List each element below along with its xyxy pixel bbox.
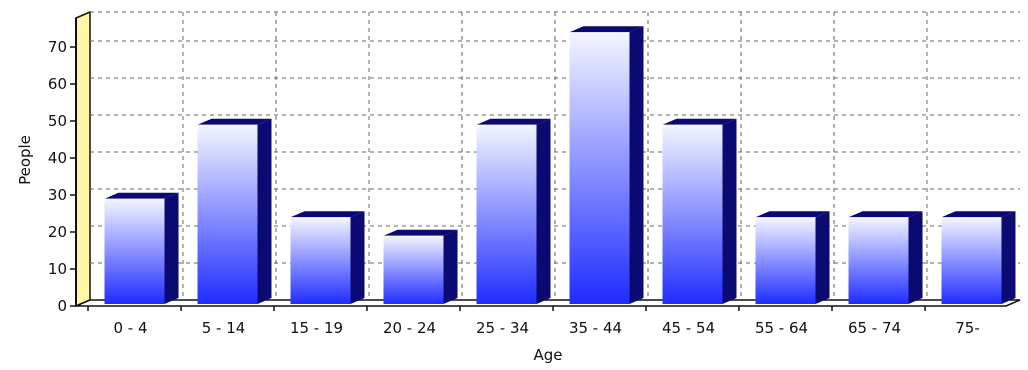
bar-front — [383, 235, 444, 304]
y-tick-label: 40 — [48, 149, 67, 167]
y-tick-label: 10 — [48, 260, 67, 278]
x-tick-label: 0 - 4 — [113, 319, 147, 337]
bar-front — [104, 198, 165, 304]
x-axis-title: Age — [533, 346, 562, 364]
bar-0-4 — [104, 192, 179, 304]
bar-front — [197, 124, 258, 304]
x-tick-label: 20 - 24 — [383, 319, 436, 337]
x-tick-label: 15 - 19 — [290, 319, 343, 337]
bar-side — [443, 229, 458, 304]
x-tick-label: 65 - 74 — [848, 319, 901, 337]
bar-top — [290, 211, 365, 218]
y-tick-label: 50 — [48, 112, 67, 130]
bar-side — [350, 211, 365, 304]
bar-top — [476, 118, 551, 125]
y-tick-label: 20 — [48, 223, 67, 241]
x-tick-label: 75- — [955, 319, 980, 337]
bar-side — [815, 211, 830, 304]
x-tick-label: 5 - 14 — [202, 319, 246, 337]
bar-front — [848, 217, 909, 304]
bar-15-19 — [290, 211, 365, 304]
bar-side — [1001, 211, 1016, 304]
x-tick-label: 45 - 54 — [662, 319, 715, 337]
x-tick-label: 55 - 64 — [755, 319, 808, 337]
left-wall — [75, 10, 91, 308]
bar-front — [569, 32, 630, 304]
x-tick-label: 25 - 34 — [476, 319, 529, 337]
x-tick-label: 35 - 44 — [569, 319, 622, 337]
bar-top — [941, 211, 1016, 218]
bar-front — [941, 217, 1002, 304]
y-axis-title: People — [16, 135, 34, 185]
bar-front — [755, 217, 816, 304]
bar-side — [164, 192, 179, 304]
bar-75- — [941, 211, 1016, 304]
bar-25-34 — [476, 118, 551, 304]
bar-side — [257, 118, 272, 304]
bar-top — [755, 211, 830, 218]
bar-top — [197, 118, 272, 125]
bar-45-54 — [662, 118, 737, 304]
y-tick-label: 30 — [48, 186, 67, 204]
y-tick-label: 60 — [48, 75, 67, 93]
bar-top — [104, 192, 179, 199]
bar-side — [629, 26, 644, 304]
bar-front — [476, 124, 537, 304]
bar-top — [662, 118, 737, 125]
y-tick-label: 0 — [57, 297, 67, 315]
bar-front — [290, 217, 351, 304]
bar-35-44 — [569, 26, 644, 304]
bar-side — [536, 118, 551, 304]
bar-65-74 — [848, 211, 923, 304]
bar-5-14 — [197, 118, 272, 304]
bar-side — [722, 118, 737, 304]
bar-top — [383, 229, 458, 236]
bar-side — [908, 211, 923, 304]
bar-20-24 — [383, 229, 458, 304]
bar-front — [662, 124, 723, 304]
bar-55-64 — [755, 211, 830, 304]
bar-top — [848, 211, 923, 218]
y-tick-label: 70 — [48, 38, 67, 56]
bar-top — [569, 26, 644, 33]
